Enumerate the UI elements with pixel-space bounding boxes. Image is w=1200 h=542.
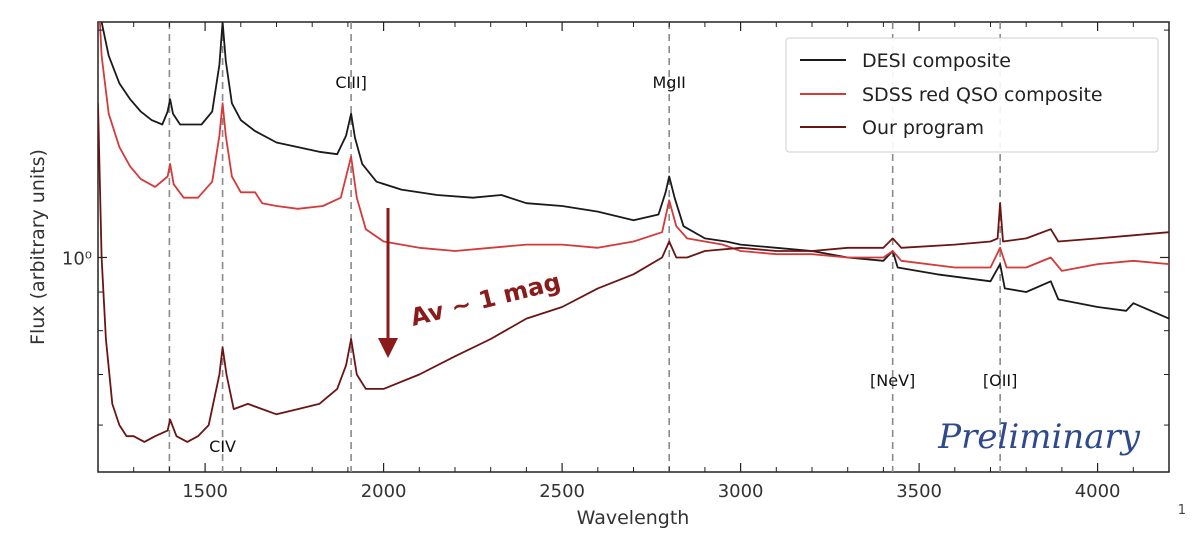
legend: DESI composite SDSS red QSO composite Ou… [785, 37, 1159, 153]
extinction-annotation: Av ~ 1 mag [408, 267, 564, 331]
emission-line-labels: CIV CIII] MgII [NeV] [OII] [209, 73, 1017, 456]
emission-line-label: CIII] [335, 73, 367, 92]
page-number: 1 [1178, 503, 1186, 518]
emission-line-label: [OII] [983, 371, 1018, 390]
legend-label-sdss: SDSS red QSO composite [862, 84, 1103, 106]
series-line-desi [100, 22, 1169, 320]
x-tick-label: 2500 [539, 481, 585, 502]
emission-line-label: CIV [209, 437, 236, 456]
emission-line-label: [NeV] [870, 371, 915, 390]
x-tick-label: 2000 [361, 481, 407, 502]
x-tick-label: 3000 [718, 481, 764, 502]
arrow-head [378, 338, 398, 358]
preliminary-watermark: Preliminary [937, 417, 1141, 457]
emission-line-label: MgII [652, 73, 685, 92]
x-tick-label: 1500 [182, 481, 228, 502]
series-line-our-program [98, 103, 1169, 443]
series-lines [98, 22, 1169, 443]
legend-box [785, 37, 1159, 153]
legend-label-desi: DESI composite [862, 50, 1011, 72]
legend-label-our-program: Our program [862, 117, 984, 139]
y-axis-title: Flux (arbitrary units) [27, 149, 49, 345]
x-axis-title: Wavelength [577, 507, 690, 529]
series-line-sdss [98, 22, 1169, 272]
reddening-arrow [378, 208, 398, 358]
axis-ticks: 1500 2000 2500 3000 3500 4000 10⁰ [62, 22, 1170, 502]
x-tick-label: 4000 [1075, 481, 1121, 502]
y-tick-label: 10⁰ [62, 248, 92, 269]
x-tick-label: 3500 [896, 481, 942, 502]
